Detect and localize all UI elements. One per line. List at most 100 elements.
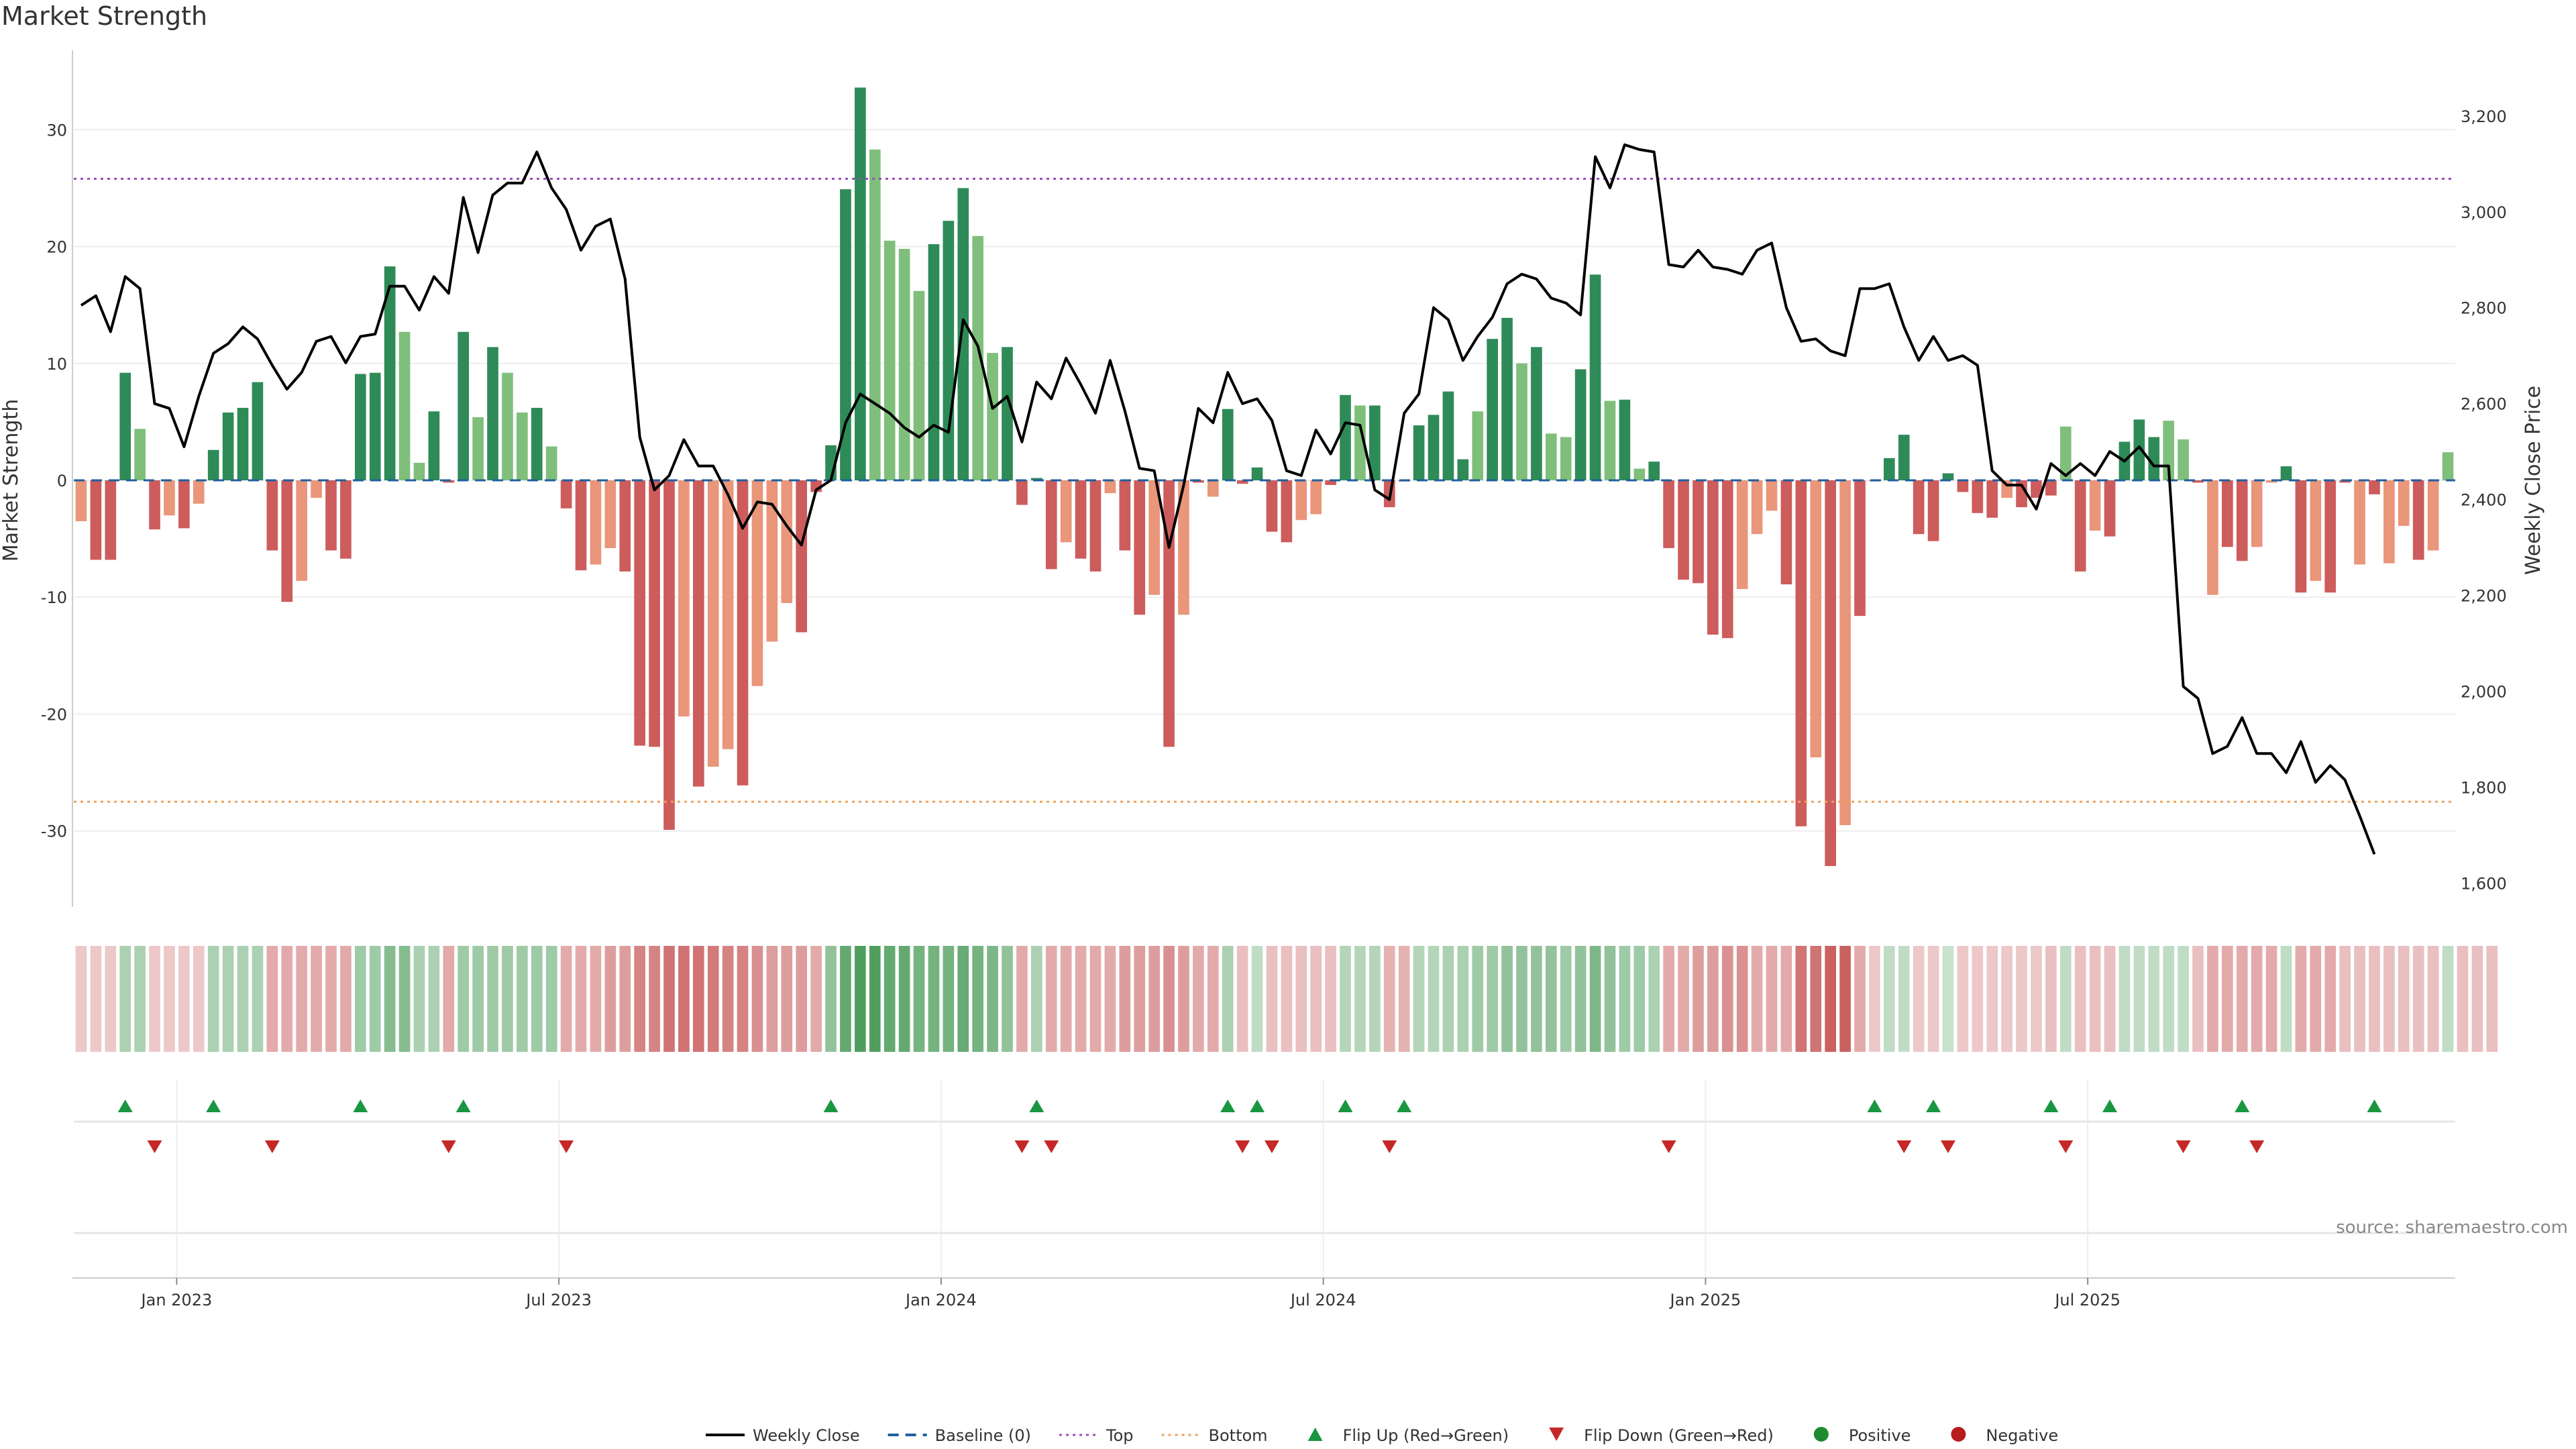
strength-strip-cell	[1369, 946, 1381, 1052]
strength-strip-cell	[1383, 946, 1395, 1052]
strength-bar	[502, 372, 513, 480]
strength-strip-cell	[1281, 946, 1293, 1052]
strength-strip-cell	[2118, 946, 2131, 1052]
strength-bar	[296, 480, 307, 581]
strength-strip-cell	[1193, 946, 1204, 1052]
flip-down-marker	[1014, 1140, 1030, 1153]
strength-bar	[928, 244, 940, 480]
strength-strip-cell	[2059, 946, 2072, 1052]
strength-strip-cell	[1545, 946, 1557, 1052]
strength-strip-cell	[2251, 946, 2263, 1052]
strength-strip-cell	[840, 946, 851, 1052]
strength-strip-cell	[869, 946, 881, 1052]
legend-label: Negative	[1986, 1426, 2058, 1445]
legend-swatch	[1813, 1427, 1829, 1442]
strength-bar	[898, 248, 910, 480]
strength-bar	[266, 480, 278, 551]
strength-strip-cell	[1207, 946, 1219, 1052]
strength-bar	[369, 372, 381, 480]
strength-bar	[2074, 480, 2086, 572]
flip-up-marker	[455, 1099, 471, 1112]
x-tick-label: Jan 2024	[904, 1291, 977, 1309]
strength-bar	[1134, 480, 1146, 615]
strength-bar	[2207, 480, 2218, 595]
strength-bar	[1163, 480, 1175, 747]
strength-strip-cell	[1707, 946, 1719, 1052]
strength-strip-cell	[707, 946, 719, 1052]
flip-up-marker	[823, 1099, 839, 1112]
strength-bar	[1501, 317, 1513, 480]
strength-strip-cell	[1266, 946, 1278, 1052]
strength-bar	[1281, 480, 1293, 543]
strength-strip-cell	[1178, 946, 1189, 1052]
strength-strip-cell	[1942, 946, 1954, 1052]
strength-bar	[913, 290, 925, 480]
strength-bar	[987, 353, 998, 480]
flip-up-marker	[1029, 1099, 1044, 1112]
flip-up-marker	[1867, 1099, 1882, 1112]
strength-bar	[1531, 347, 1542, 480]
strength-strip-cell	[1972, 946, 1984, 1052]
strength-bar	[1089, 480, 1102, 572]
flip-down-marker	[1940, 1140, 1955, 1153]
strength-strip-cell	[1604, 946, 1616, 1052]
strength-strip-cell	[2412, 946, 2424, 1052]
strength-strip-cell	[1766, 946, 1778, 1052]
strength-strip-cell	[354, 946, 366, 1052]
strength-bar	[1884, 458, 1895, 480]
strength-bar	[737, 480, 749, 786]
y-tick-label: 30	[46, 121, 67, 140]
strength-bar	[1295, 480, 1307, 521]
flip-up-marker	[2102, 1099, 2118, 1112]
strength-bar	[855, 87, 866, 481]
strength-strip-cell	[825, 946, 837, 1052]
strength-strip-cell	[1354, 946, 1366, 1052]
y2-axis-label: Weekly Close Price	[2522, 386, 2545, 575]
strength-bar	[2398, 480, 2410, 526]
strength-strip-cell	[2486, 946, 2498, 1052]
strength-strip-cell	[1251, 946, 1263, 1052]
strength-bar	[766, 480, 778, 642]
strength-bar	[2045, 480, 2057, 496]
strength-strip-cell	[2045, 946, 2057, 1052]
strength-strip-cell	[1884, 946, 1895, 1052]
strength-bar	[311, 480, 322, 498]
strength-strip-cell	[2001, 946, 2012, 1052]
strength-bar	[1927, 480, 1939, 541]
strength-strip-cell	[1472, 946, 1484, 1052]
flip-up-marker	[2043, 1099, 2059, 1112]
strength-strip-cell	[1560, 946, 1572, 1052]
strength-strip-cell	[2324, 946, 2337, 1052]
strength-strip-cell	[2016, 946, 2027, 1052]
legend-label: Weekly Close	[753, 1426, 860, 1445]
strength-bar	[957, 188, 969, 480]
strength-strip-cell	[252, 946, 264, 1052]
strength-bar	[1325, 480, 1336, 485]
flip-down-marker	[559, 1140, 574, 1153]
strength-strip-cell	[1134, 946, 1146, 1052]
flip-down-marker	[2058, 1140, 2074, 1153]
legend-item: Flip Up (Red→Green)	[1307, 1426, 1509, 1445]
strength-bar	[1619, 399, 1631, 480]
flip-down-marker	[1044, 1140, 1059, 1153]
strength-strip-cell	[1780, 946, 1792, 1052]
strength-bar	[487, 347, 498, 480]
strength-strip-cell	[2074, 946, 2086, 1052]
strength-strip-cell	[2163, 946, 2175, 1052]
strength-bar	[1957, 480, 1969, 492]
strength-bar	[590, 480, 602, 565]
strength-bar	[545, 446, 557, 480]
strength-strip-cell	[883, 946, 896, 1052]
strength-strip-cell	[458, 946, 470, 1052]
y-axis-label: Market Strength	[0, 399, 23, 561]
strength-bar	[2442, 452, 2454, 480]
legend-label: Flip Down (Green→Red)	[1584, 1426, 1774, 1445]
strength-bar	[1251, 467, 1263, 480]
strength-bar	[222, 412, 234, 480]
strength-strip-cell	[1487, 946, 1498, 1052]
strength-strip-cell	[2427, 946, 2439, 1052]
strength-bar	[1574, 369, 1587, 480]
strength-bar	[2148, 437, 2160, 480]
strength-strip-cell	[266, 946, 278, 1052]
